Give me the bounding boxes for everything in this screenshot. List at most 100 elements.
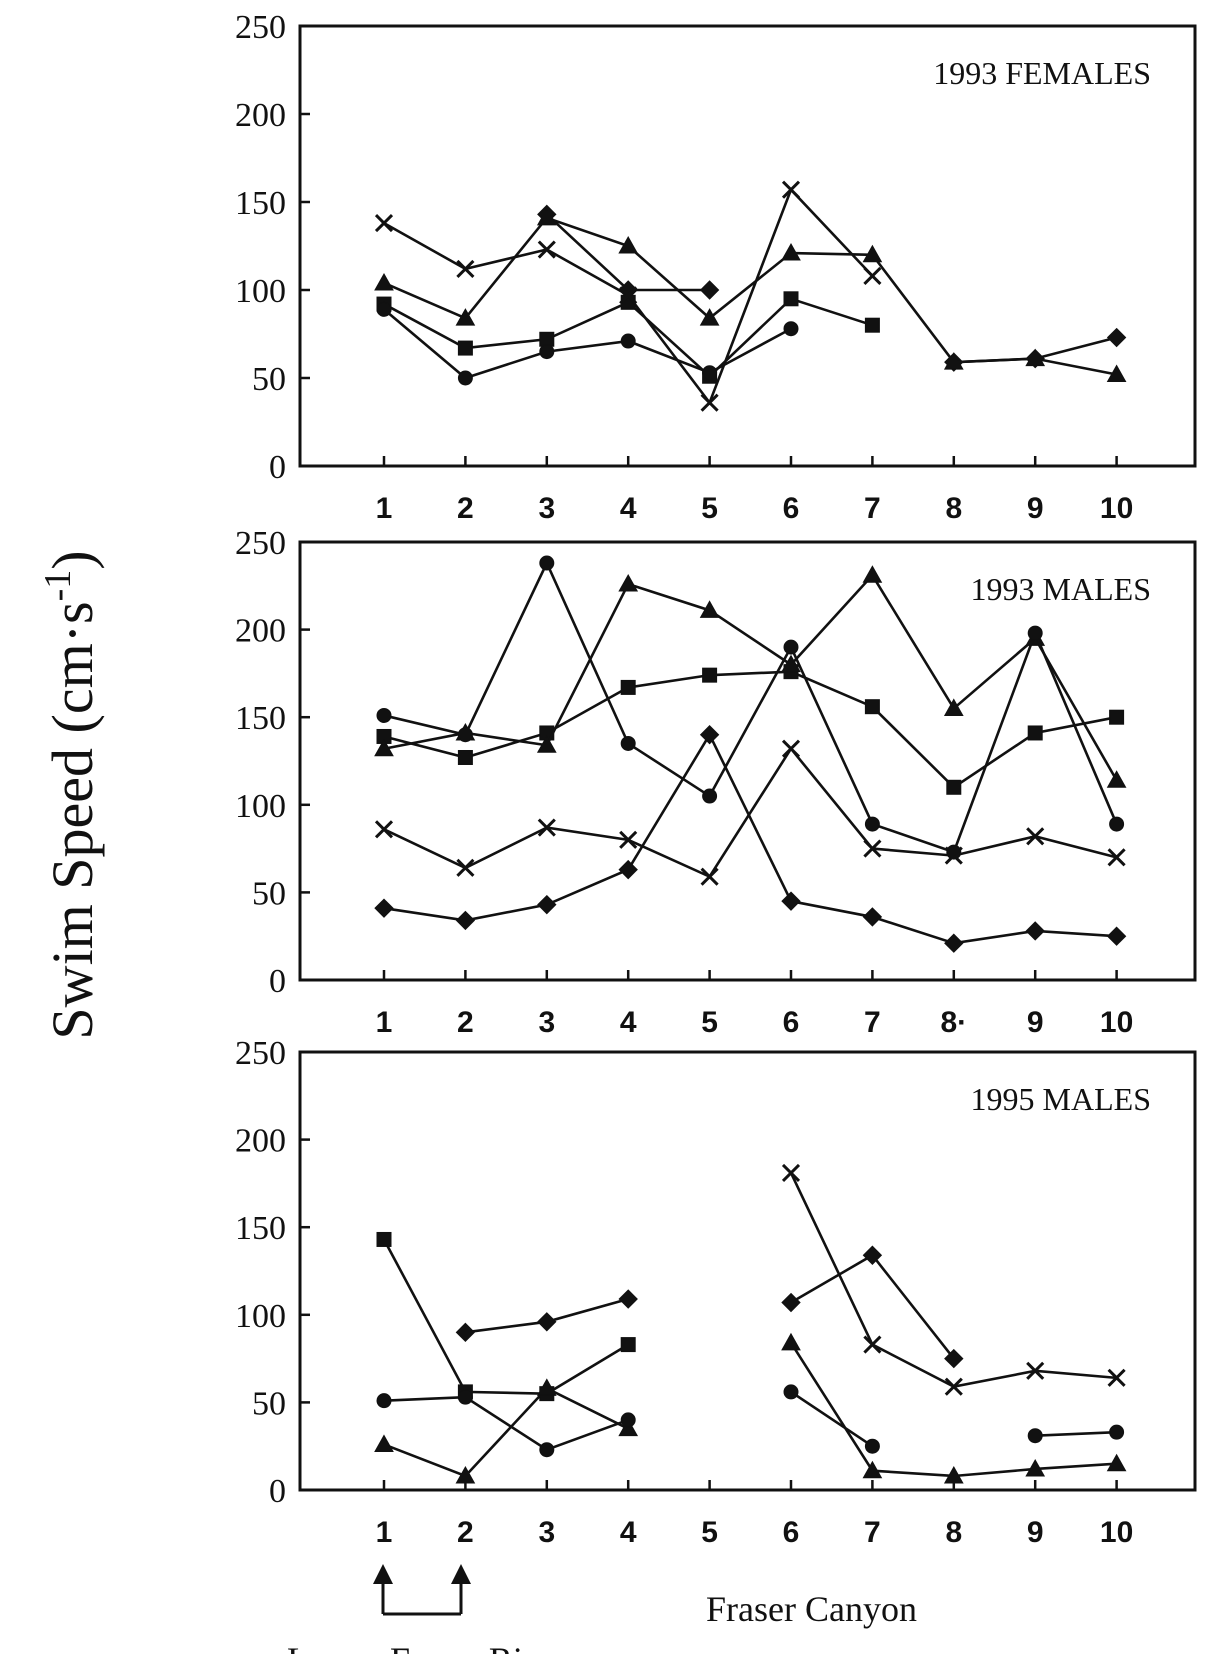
series-circle	[376, 555, 1125, 860]
panel-title: 1995 MALES	[971, 1081, 1151, 1117]
data-point-circle	[376, 707, 392, 723]
series-line	[383, 732, 1117, 945]
data-point-triangle	[781, 243, 801, 261]
series-line	[383, 573, 1118, 781]
series-line	[790, 1390, 874, 1448]
data-point-diamond	[699, 725, 720, 745]
series-circle	[376, 301, 799, 386]
x-tick-label: 10	[1100, 1516, 1133, 1549]
panel-title: 1993 MALES	[971, 571, 1151, 607]
data-point-diamond	[455, 910, 476, 931]
series-x	[374, 180, 882, 412]
data-point-x	[537, 818, 556, 837]
x-tick-label: 5	[701, 1006, 718, 1039]
x-tick-label: 8	[945, 1516, 962, 1549]
data-point-square	[620, 1337, 636, 1353]
data-point-x	[863, 1335, 882, 1354]
data-point-x	[374, 820, 394, 839]
data-point-diamond	[537, 1312, 557, 1332]
x-tick-label: 8·	[940, 1006, 967, 1039]
data-point-square	[376, 1231, 392, 1247]
y-tick-label: 150	[235, 185, 286, 222]
panel-2: 0 50 100 150 200 250 1 2 3 4 5 6 7 8· 9 10 1993 MALES	[235, 525, 1197, 1039]
y-tick-label: 50	[252, 875, 286, 912]
y-tick-label: 0	[269, 1473, 286, 1510]
x-tick-label: 4	[620, 1006, 637, 1039]
plot-frame	[298, 1050, 1197, 1492]
x-tick-label: 10	[1100, 1006, 1133, 1039]
series-diamond	[374, 725, 1127, 953]
data-point-x	[1026, 827, 1045, 846]
y-tick-label: 250	[235, 525, 286, 562]
data-point-circle	[1109, 1424, 1125, 1440]
data-point-x	[456, 259, 475, 278]
data-point-circle	[620, 1412, 636, 1428]
data-point-triangle	[862, 1460, 883, 1479]
data-point-x	[700, 867, 719, 886]
data-point-x	[1026, 1361, 1045, 1380]
data-point-square	[864, 699, 880, 715]
data-point-circle	[539, 555, 555, 571]
plot-frame	[298, 540, 1197, 982]
plot-frame	[298, 24, 1197, 468]
data-point-triangle	[1106, 1453, 1127, 1472]
data-point-x	[944, 1377, 963, 1396]
data-point-x	[700, 393, 719, 412]
x-tick-label: 2	[457, 492, 474, 525]
data-point-triangle	[699, 600, 720, 618]
x-tick-label: 9	[1027, 1006, 1044, 1039]
data-point-circle	[1027, 1428, 1043, 1444]
series-x	[781, 1163, 1126, 1396]
data-point-diamond	[944, 1348, 964, 1369]
data-point-triangle	[781, 1332, 801, 1351]
panel-title: 1993 FEMALES	[933, 55, 1151, 91]
series-triangle	[374, 207, 1127, 382]
data-point-triangle	[1025, 1458, 1046, 1477]
data-point-x	[456, 858, 475, 877]
data-point-x	[374, 214, 394, 233]
x-tick-label: 6	[783, 1516, 800, 1549]
data-point-triangle	[943, 1465, 964, 1484]
series-line	[383, 1395, 629, 1452]
y-tick-label: 0	[269, 963, 286, 1000]
data-point-diamond	[455, 1322, 476, 1343]
data-point-diamond	[1106, 327, 1127, 348]
data-point-circle	[783, 321, 799, 337]
data-point-triangle	[374, 272, 394, 291]
data-point-triangle	[618, 235, 639, 254]
y-tick-label: 100	[235, 1298, 286, 1335]
data-point-diamond	[781, 891, 801, 911]
series-line	[383, 746, 1117, 879]
data-point-circle	[702, 365, 718, 381]
lower-fraser-bracket	[373, 1564, 471, 1616]
x-tick-label: 2	[457, 1516, 474, 1549]
series-line	[383, 1386, 629, 1478]
y-axis-label: Swim Speed (cm·s-1)	[37, 550, 105, 1039]
data-point-triangle	[618, 1418, 639, 1437]
data-point-triangle	[455, 308, 476, 326]
x-tick-label: 5	[701, 492, 718, 525]
y-tick-label: 150	[235, 700, 286, 737]
y-tick-label: 100	[235, 273, 286, 310]
data-point-x	[863, 266, 882, 285]
data-point-diamond	[537, 894, 557, 915]
data-point-circle	[1109, 816, 1125, 832]
data-point-diamond	[862, 1245, 883, 1265]
data-point-triangle	[455, 1465, 476, 1484]
x-tick-label: 9	[1027, 492, 1044, 525]
series-line	[383, 216, 1117, 376]
data-point-diamond	[944, 933, 964, 953]
data-point-triangle	[374, 1434, 394, 1452]
data-point-x	[537, 240, 556, 259]
data-point-circle	[457, 370, 473, 386]
data-point-triangle	[536, 207, 557, 226]
data-point-triangle	[618, 574, 639, 592]
x-tick-label: 3	[538, 492, 555, 525]
series-x	[374, 739, 1126, 886]
data-point-square	[1109, 709, 1125, 725]
series-line	[382, 1238, 629, 1395]
data-point-triangle	[943, 698, 964, 716]
data-point-x	[781, 1163, 801, 1182]
data-point-triangle	[781, 654, 801, 673]
